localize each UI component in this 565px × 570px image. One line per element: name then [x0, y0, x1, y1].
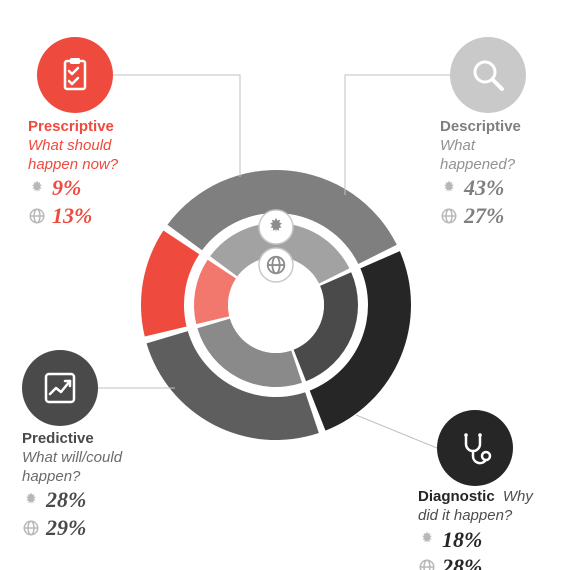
maple-icon — [418, 530, 436, 548]
prescriptive-stat-2: 13% — [28, 202, 118, 230]
descriptive-badge — [450, 37, 526, 113]
diagnostic-title: Diagnostic — [418, 488, 495, 505]
diagnostic-label: Diagnostic Why did it happen? 18% 28% — [418, 488, 533, 570]
prescriptive-stat1-value: 9% — [52, 174, 81, 202]
descriptive-title: Descriptive — [440, 118, 521, 137]
descriptive-stat-1: 43% — [440, 174, 521, 202]
predictive-stat2-value: 29% — [46, 514, 86, 542]
diagnostic-title-row: Diagnostic Why — [418, 488, 533, 507]
clipboard-icon — [53, 53, 97, 97]
predictive-label: Predictive What will/could happen? 28% 2… — [22, 430, 122, 541]
prescriptive-subtitle2: happen now? — [28, 156, 118, 175]
globe-icon — [28, 207, 46, 225]
diagnostic-badge — [437, 410, 513, 486]
diagnostic-subtitle-inline: Why — [503, 488, 533, 505]
descriptive-subtitle1: What — [440, 137, 521, 156]
diagnostic-stat-2: 28% — [418, 553, 533, 570]
globe-icon — [440, 207, 458, 225]
predictive-stat-2: 29% — [22, 514, 122, 542]
descriptive-stat1-value: 43% — [464, 174, 504, 202]
diagnostic-stat2-value: 28% — [442, 553, 482, 570]
descriptive-stat-2: 27% — [440, 202, 521, 230]
trend-icon — [38, 366, 82, 410]
maple-icon — [28, 179, 46, 197]
globe-icon — [22, 519, 40, 537]
maple-icon — [22, 491, 40, 509]
prescriptive-title: Prescriptive — [28, 118, 118, 137]
prescriptive-stat2-value: 13% — [52, 202, 92, 230]
descriptive-label: Descriptive What happened? 43% 27% — [440, 118, 521, 229]
maple-icon — [440, 179, 458, 197]
prescriptive-label: Prescriptive What should happen now? 9% … — [28, 118, 118, 229]
globe-icon — [418, 558, 436, 570]
diagnostic-stat-1: 18% — [418, 526, 533, 554]
predictive-stat1-value: 28% — [46, 486, 86, 514]
diagnostic-stat1-value: 18% — [442, 526, 482, 554]
prescriptive-badge — [37, 37, 113, 113]
predictive-subtitle2: happen? — [22, 468, 122, 487]
predictive-badge — [22, 350, 98, 426]
prescriptive-subtitle1: What should — [28, 137, 118, 156]
stethoscope-icon — [453, 426, 497, 470]
magnifier-icon — [466, 53, 510, 97]
prescriptive-stat-1: 9% — [28, 174, 118, 202]
descriptive-stat2-value: 27% — [464, 202, 504, 230]
diagnostic-subtitle2: did it happen? — [418, 507, 533, 526]
descriptive-subtitle2: happened? — [440, 156, 521, 175]
predictive-stat-1: 28% — [22, 486, 122, 514]
predictive-title: Predictive — [22, 430, 122, 449]
predictive-subtitle1: What will/could — [22, 449, 122, 468]
